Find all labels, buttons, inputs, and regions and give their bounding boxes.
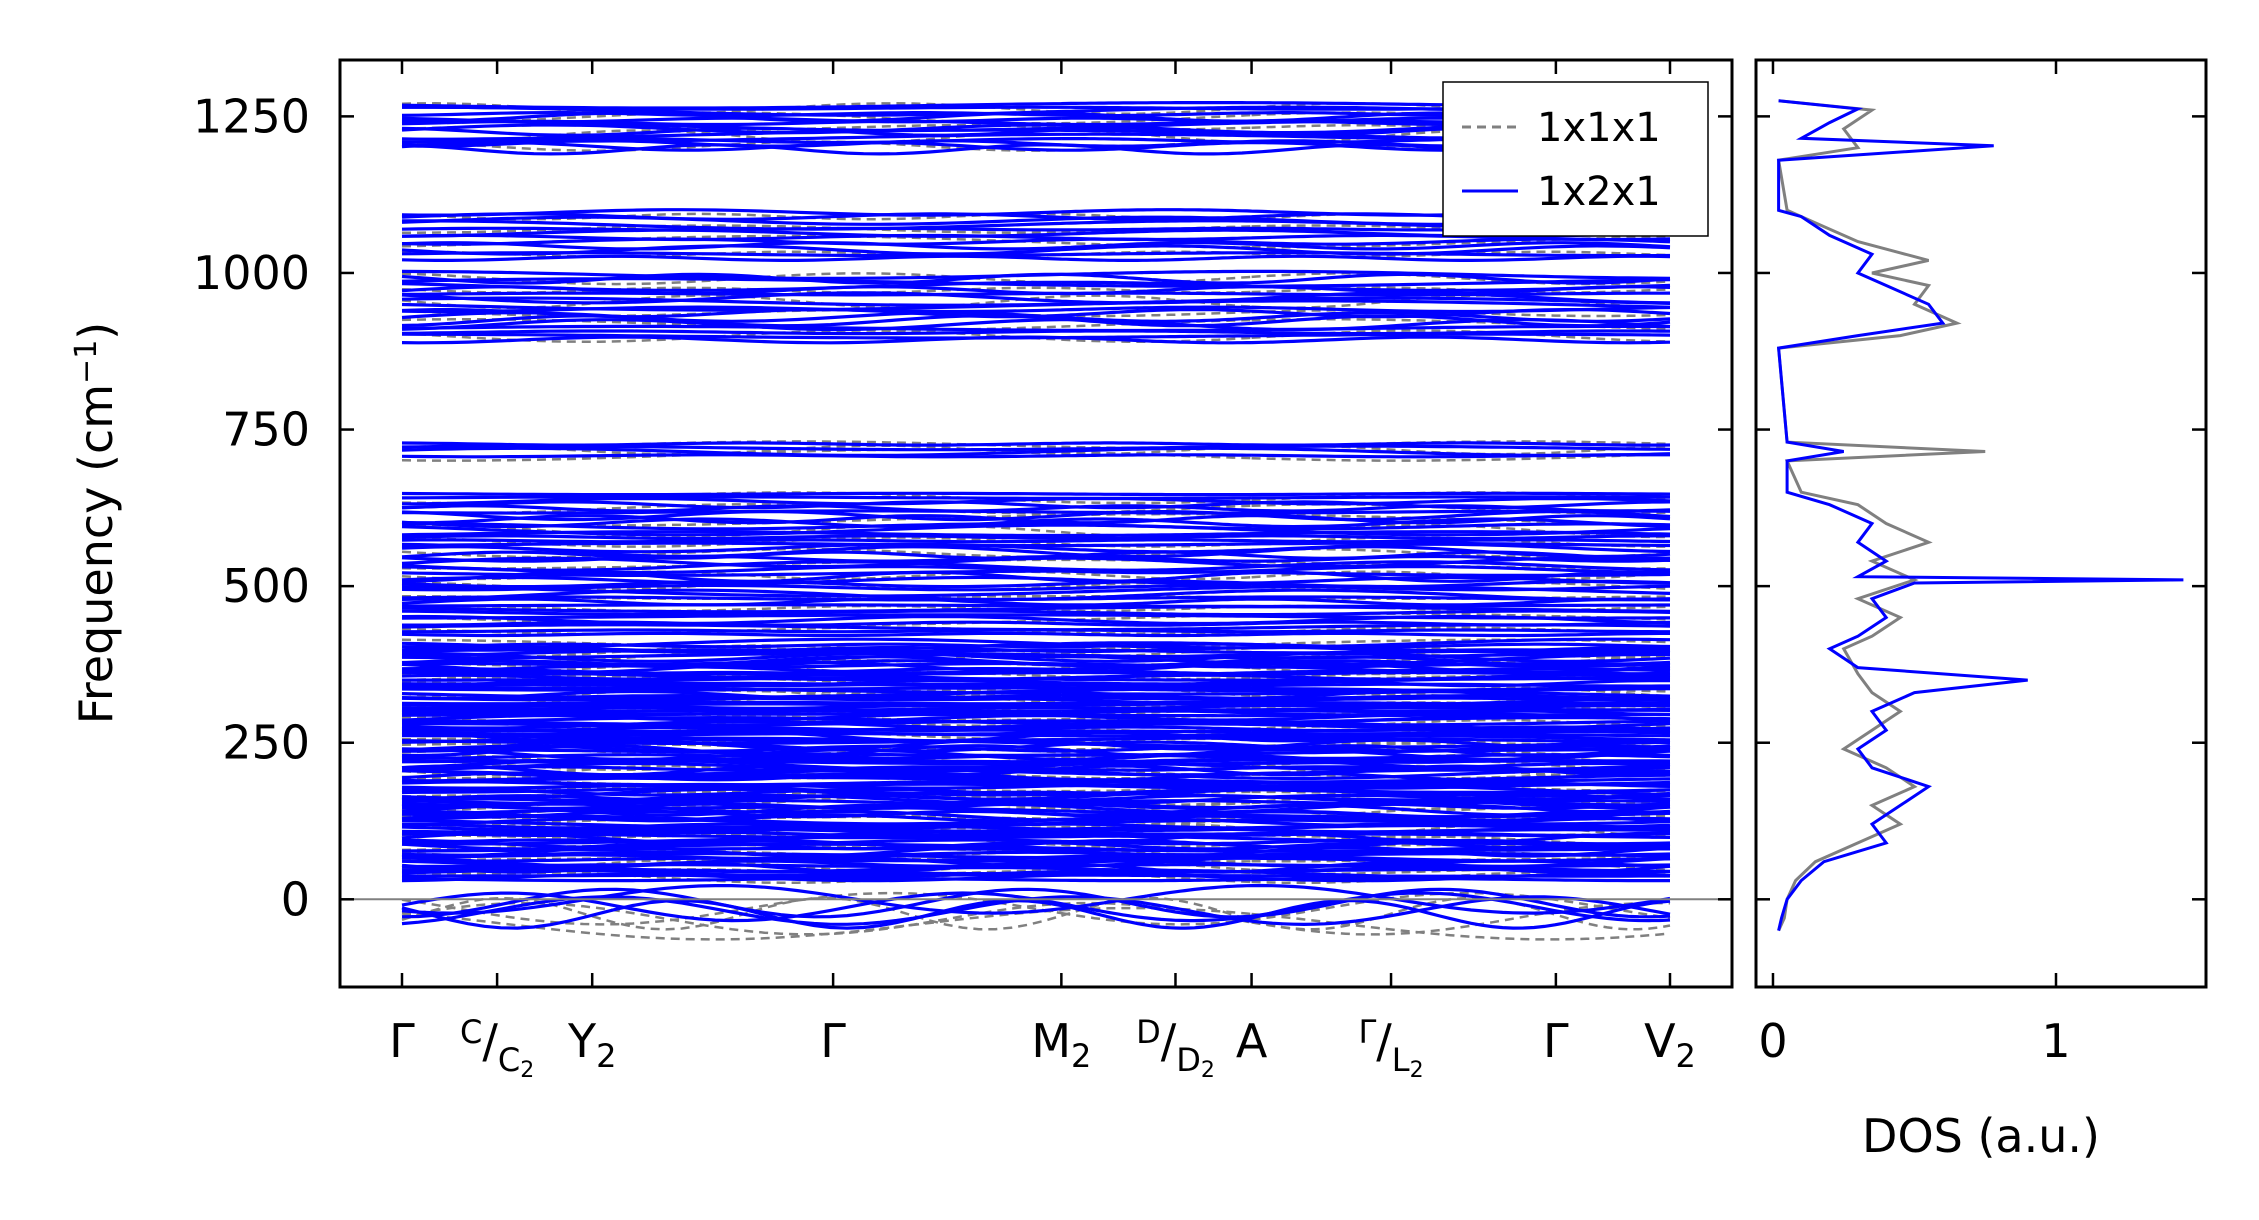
band-plot-panel: 0 250 500 750 1000 1250 Γ C/C2 Y2 Γ M2 D/D2 A Γ/L2 Γ V…	[69, 58, 1734, 1083]
band-blue-125	[401, 631, 1670, 638]
legend-label-1x1x1: 1x1x1	[1537, 105, 1661, 151]
band-blue-152	[401, 534, 1670, 541]
band-grey-11	[401, 309, 1671, 318]
band-blue-250	[401, 708, 1671, 714]
kpoint-label-7: Γ/L2	[1358, 1013, 1423, 1083]
kpoint-label-3: Γ	[820, 1014, 846, 1068]
band-blue-111	[401, 305, 1671, 314]
band-blue-136	[401, 588, 1671, 602]
kpoint-label-6: A	[1236, 1014, 1268, 1068]
band-blue-124	[401, 441, 1671, 447]
band-blue-151	[401, 538, 1671, 544]
dos-xtick-label-1: 1	[2041, 1014, 2070, 1068]
band-blue-289	[401, 898, 1671, 930]
band-ytick-label-1000: 1000	[193, 246, 310, 300]
band-lines	[401, 101, 1671, 941]
band-xticks: Γ C/C2 Y2 Γ M2 D/D2 A Γ/L2 Γ V2	[389, 60, 1696, 1083]
band-ytick-label-1250: 1250	[193, 89, 310, 143]
band-ytick-label-250: 250	[222, 716, 310, 770]
legend: 1x1x1 1x2x1	[1442, 81, 1709, 237]
band-blue-91	[401, 254, 1671, 262]
kpoint-label-8: Γ	[1543, 1014, 1569, 1068]
band-ytick-label-750: 750	[222, 403, 310, 457]
dos-yticks	[1756, 115, 2206, 901]
band-blue-120	[401, 269, 1671, 281]
band-ylabel-main: Frequency (cm	[69, 384, 123, 724]
band-blue-284	[401, 637, 1671, 650]
band-ylabel-sup: −1	[69, 340, 104, 384]
band-ytick-label-0: 0	[281, 872, 310, 926]
band-plot-frame	[338, 58, 1734, 989]
dos-xlabel: DOS (a.u.)	[1862, 1109, 2100, 1163]
legend-box	[1442, 81, 1709, 237]
kpoint-label-1: C/C2	[460, 1013, 534, 1083]
kpoint-label-4: M2	[1031, 1014, 1091, 1075]
band-blue-150	[401, 541, 1671, 548]
band-blue-163	[401, 495, 1671, 500]
kpoint-label-2: Y2	[567, 1014, 616, 1075]
band-blue-119	[401, 272, 1671, 285]
dos-line-1x1x1	[1776, 99, 1986, 932]
band-ylabel: Frequency (cm−1)	[69, 322, 123, 725]
band-blue-118	[401, 277, 1671, 288]
legend-label-1x2x1: 1x2x1	[1537, 169, 1661, 215]
kpoint-label-9: V2	[1644, 1014, 1696, 1075]
band-ylabel-close: )	[69, 322, 123, 340]
kpoint-label-5: D/D2	[1136, 1013, 1215, 1083]
band-ytick-label-500: 500	[222, 559, 310, 613]
band-blue-164	[401, 491, 1671, 497]
band-blue-288	[401, 895, 1671, 927]
dos-plot-frame	[1754, 58, 2208, 989]
dos-line-1x2x1	[1776, 99, 2184, 931]
kpoint-label-0: Γ	[389, 1014, 415, 1068]
dos-xtick-label-0: 0	[1758, 1014, 1787, 1068]
band-yticks: 0 250 500 750 1000 1250	[193, 89, 1732, 926]
dos-lines	[1776, 99, 2184, 932]
